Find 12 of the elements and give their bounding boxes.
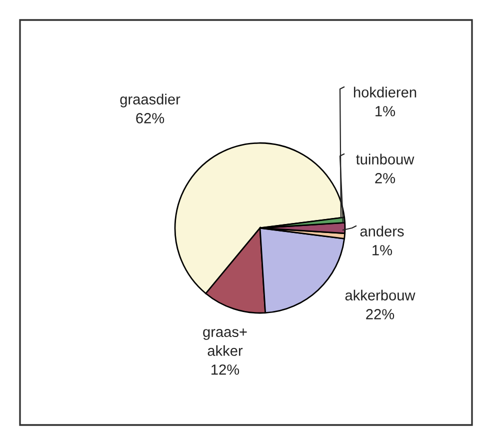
slice-label: tuinbouw bbox=[356, 154, 414, 164]
slice-label: graas+ akker bbox=[203, 328, 247, 356]
data-label: 62% bbox=[136, 113, 164, 124]
data-label: 1% bbox=[372, 245, 392, 256]
slice-label: hokdieren bbox=[354, 86, 416, 98]
slice-label: akkerbouw bbox=[345, 290, 416, 300]
data-label: 12% bbox=[212, 364, 240, 375]
data-label: 22% bbox=[366, 309, 394, 320]
slice-label: anders bbox=[360, 226, 404, 236]
data-label: 1% bbox=[376, 106, 396, 116]
data-label: 2% bbox=[375, 173, 396, 184]
slice-label: graasdier bbox=[120, 94, 180, 108]
